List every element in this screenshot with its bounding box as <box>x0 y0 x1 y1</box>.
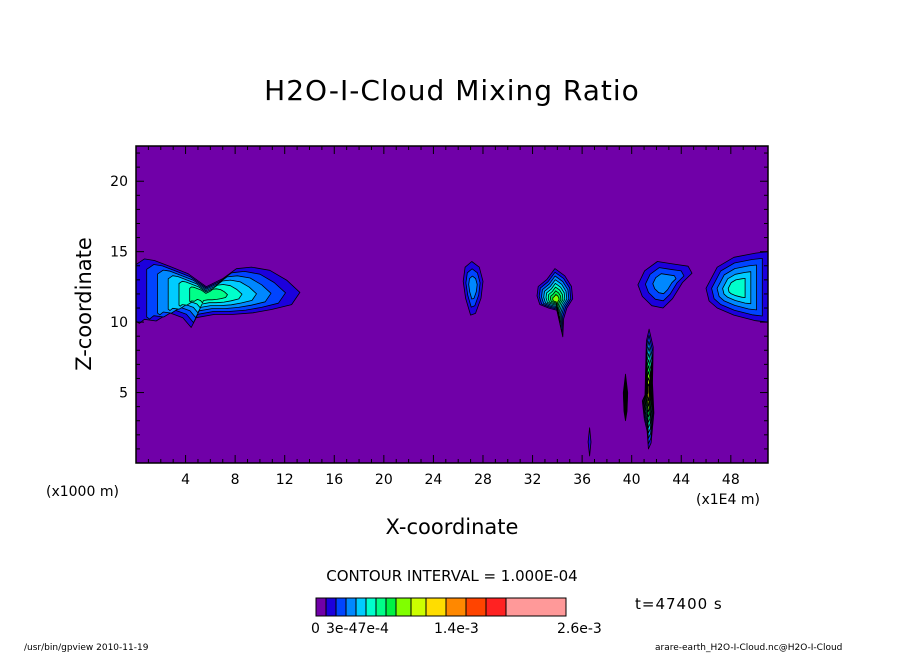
colorbar-cell <box>315 597 327 617</box>
x-tick-label: 32 <box>524 472 542 488</box>
y-tick-label: 20 <box>110 174 128 190</box>
x-tick-label: 4 <box>181 472 190 488</box>
x-tick-label: 36 <box>573 472 591 488</box>
contour-level-8 <box>624 395 627 405</box>
cloud-contours <box>135 251 769 457</box>
cloud-feature <box>637 261 693 309</box>
cloud-feature <box>622 373 629 422</box>
x-tick-label: 28 <box>474 472 492 488</box>
colorbar-cell <box>345 597 357 617</box>
contour-level-5 <box>727 277 746 299</box>
cloud-feature <box>705 251 769 323</box>
y-tick-label: 5 <box>119 386 128 402</box>
cloud-feature <box>536 268 574 338</box>
colorbar-label: 3e-47e-4 <box>326 621 389 637</box>
contour-interval-text: CONTOUR INTERVAL = 1.000E-04 <box>326 567 578 585</box>
colorbar-cell <box>465 597 487 617</box>
y-tick-label: 15 <box>110 245 128 261</box>
y-unit-label: (x1E4 m) <box>696 492 760 508</box>
colorbar-label: 1.4e-3 <box>434 621 479 637</box>
x-unit-label: (x1000 m) <box>46 484 119 500</box>
contour-level-8 <box>552 294 560 307</box>
x-tick-label: 40 <box>623 472 641 488</box>
cloud-feature <box>641 328 655 450</box>
contour-level-3 <box>468 275 478 300</box>
colorbar-cell <box>425 597 447 617</box>
colorbar-label: 0 <box>311 621 320 637</box>
footer-left: /usr/bin/gpview 2010-11-19 <box>24 643 149 653</box>
x-tick-label: 20 <box>375 472 393 488</box>
x-tick-label: 8 <box>231 472 240 488</box>
colorbar-label: 2.6e-3 <box>557 621 602 637</box>
contour-level-1 <box>587 427 592 457</box>
colorbar-cell <box>335 597 347 617</box>
colorbar-cell <box>505 597 567 617</box>
plot-frame <box>135 145 769 464</box>
x-axis-label: X-coordinate <box>385 515 519 539</box>
x-tick-label: 44 <box>672 472 690 488</box>
contour-level-10 <box>647 383 650 402</box>
colorbar-cell <box>410 597 427 617</box>
cloud-feature <box>135 258 301 328</box>
colorbar-cell <box>375 597 387 617</box>
colorbar-cell <box>355 597 367 617</box>
x-tick-label: 12 <box>276 472 294 488</box>
chart-title: H2O-I-Cloud Mixing Ratio <box>264 74 640 107</box>
x-tick-label: 48 <box>722 472 740 488</box>
footer-right: arare-earth_H2O-I-Cloud.nc@H2O-I-Cloud <box>655 643 843 653</box>
cloud-feature <box>587 427 592 457</box>
contour-level-6 <box>189 286 228 304</box>
colorbar-cell <box>385 597 397 617</box>
colorbar-cell <box>445 597 467 617</box>
contour-level-3 <box>652 273 677 295</box>
y-tick-label: 10 <box>110 315 128 331</box>
colorbar-cell <box>325 597 337 617</box>
x-tick-label: 16 <box>325 472 343 488</box>
colorbar-cell <box>395 597 412 617</box>
colorbar-cell <box>485 597 507 617</box>
x-tick-label: 24 <box>424 472 442 488</box>
colorbar-cell <box>365 597 377 617</box>
time-label: t=47400 s <box>635 595 723 613</box>
cloud-feature <box>462 261 484 316</box>
